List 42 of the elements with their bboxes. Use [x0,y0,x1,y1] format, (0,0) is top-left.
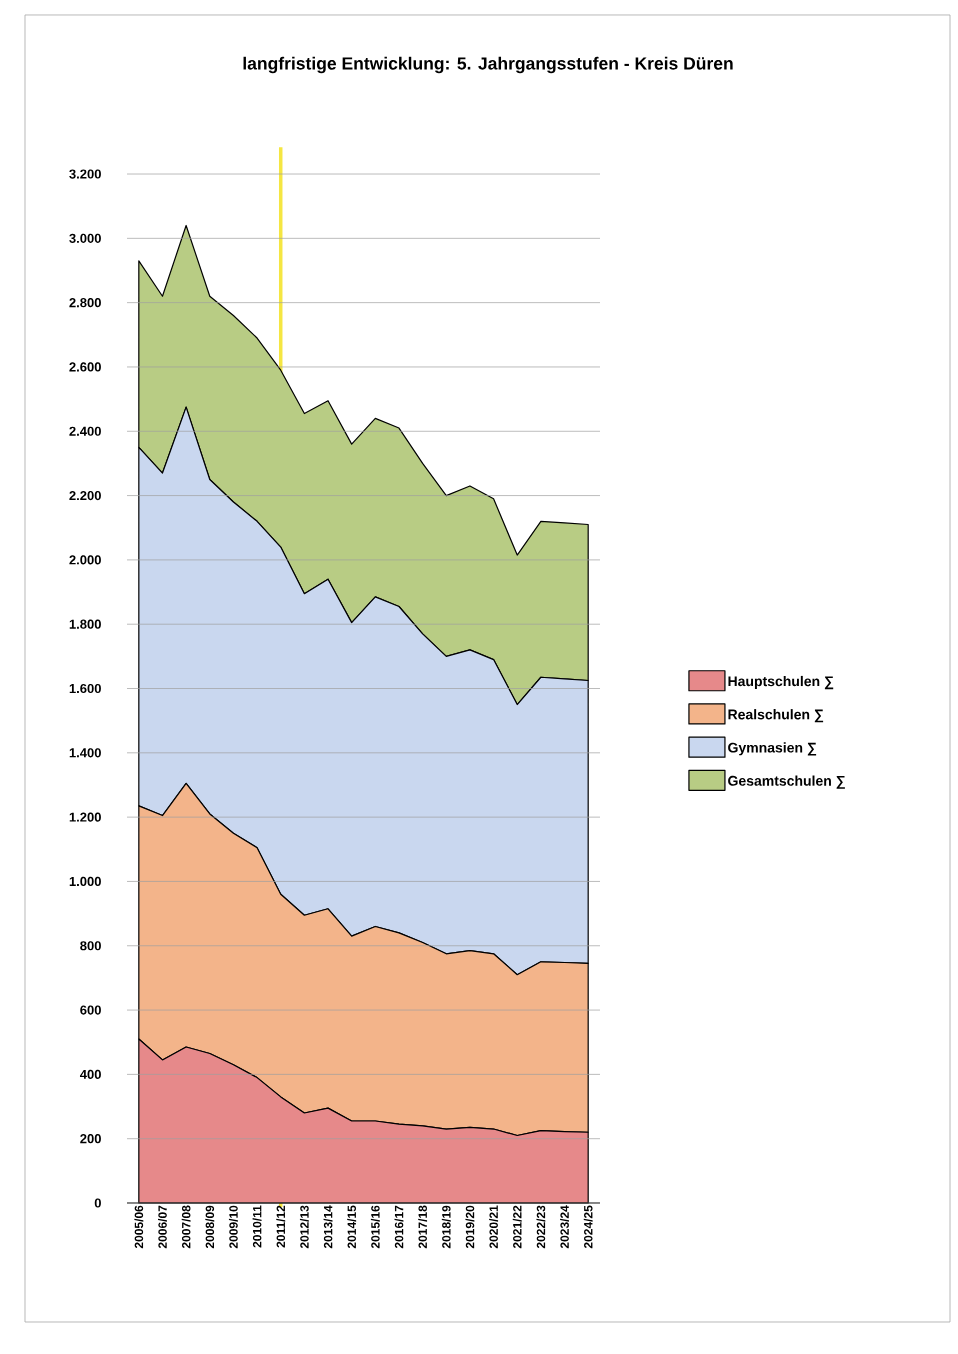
x-tick-label: 2023/24 [560,1205,569,1249]
x-tick-label: 2005/06 [134,1205,144,1249]
x-tick-label: 2006/07 [158,1205,167,1249]
x-tick-label: 2010/11 [252,1205,262,1248]
x-tick-label: 2012/13 [299,1205,309,1249]
x-tick-label: 2014/15 [347,1205,357,1249]
y-tick-label: 2.800 [69,298,101,308]
y-tick-label: 2.000 [69,555,101,565]
y-tick-label: 600 [80,1005,101,1015]
x-tick-label: 2016/17 [394,1205,404,1249]
legend-label: Realschulen ∑ [728,709,824,723]
x-tick-label: 2024/25 [583,1205,593,1249]
y-tick-label: 1.400 [69,748,101,758]
y-tick-label: 1.200 [69,812,101,822]
y-tick-label: 1.800 [69,619,101,629]
y-tick-label: 2.600 [69,362,101,372]
legend-label: Hauptschulen ∑ [728,675,834,690]
y-tick-label: 3.000 [69,233,101,243]
x-tick-label: 2021/22 [512,1205,522,1249]
y-tick-label: 400 [79,1069,101,1079]
x-tick-label: 2015/16 [370,1205,380,1249]
y-tick-label: 2.200 [69,490,101,501]
x-tick-label: 2013/14 [323,1205,333,1249]
x-tick-label: 2008/09 [205,1205,215,1249]
y-tick-label: 0 [94,1198,101,1208]
x-tick-label: 2020/21 [489,1205,499,1249]
x-tick-label: 2007/08 [181,1205,191,1249]
chart-title: langfristige Entwicklung: 5. Jahrgangsstufen - Kreis Düren [243,56,733,74]
y-tick-label: 1.600 [69,683,101,694]
x-tick-label: 2018/19 [441,1205,451,1249]
y-tick-label: 3.200 [69,169,101,179]
x-tick-label: 2022/23 [536,1205,546,1249]
x-tick-label: 2019/20 [465,1205,475,1249]
y-tick-label: 800 [80,941,101,951]
legend-label: Gesamtschulen ∑ [728,775,845,789]
legend-label: Gymnasien ∑ [728,742,817,756]
x-tick-label: 2009/10 [228,1205,238,1249]
x-tick-label: 2017/18 [418,1205,428,1249]
y-tick-label: 2.400 [69,426,101,436]
x-tick-label: 2011/12 [276,1205,286,1248]
y-tick-label: 200 [80,1134,101,1144]
y-tick-label: 1.000 [69,876,101,887]
